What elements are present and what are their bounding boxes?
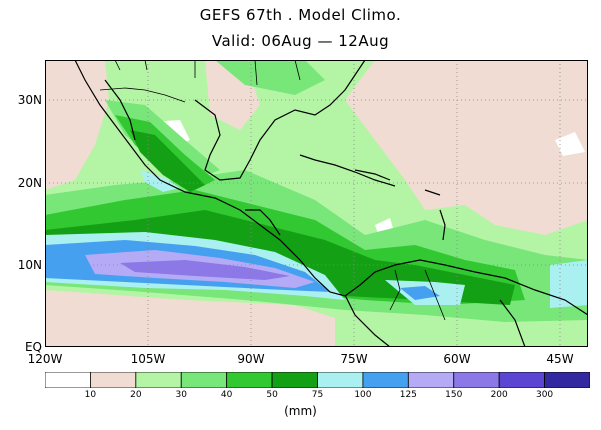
colorbar-swatch — [45, 372, 91, 388]
colorbar-tick-label: 200 — [490, 390, 508, 400]
lat-label-20n: 20N — [17, 176, 42, 190]
colorbar-swatch — [362, 372, 409, 388]
colorbar-units: (mm) — [284, 404, 317, 418]
map-frame — [45, 60, 588, 347]
colorbar-swatch — [407, 372, 455, 388]
lon-label-60w: 60W — [443, 352, 471, 366]
lon-label-90w: 90W — [237, 352, 265, 366]
lon-label-120w: 120W — [27, 352, 63, 366]
colorbar-tick-label: 125 — [399, 390, 417, 400]
gridlines — [45, 60, 588, 347]
colorbar-swatch — [226, 372, 273, 388]
colorbar-swatch — [317, 372, 364, 388]
country-borders — [99, 60, 446, 321]
colorbar-tick-label: 10 — [84, 390, 97, 400]
precip-band-150-200 — [120, 260, 290, 280]
colorbar-swatch — [453, 372, 500, 388]
lat-label-eq: EQ — [24, 340, 42, 354]
colorbar-swatch — [271, 372, 318, 388]
colorbar-swatch — [90, 372, 137, 388]
colorbar-swatch — [135, 372, 182, 388]
colorbar-tick-label: 150 — [445, 390, 463, 400]
colorbar-tick-label: 20 — [130, 390, 142, 400]
colorbar-swatch — [180, 372, 228, 388]
colorbar-swatch — [544, 372, 590, 388]
lon-label-45w: 45W — [546, 352, 574, 366]
colorbar-tick-label: 50 — [266, 390, 278, 400]
colorbar-tick-label: 30 — [175, 390, 187, 400]
lon-label-75w: 75W — [340, 352, 368, 366]
lat-label-30n: 30N — [17, 93, 42, 107]
lon-label-105w: 105W — [130, 352, 166, 366]
colorbar-tick-label: 40 — [220, 390, 233, 400]
coastlines — [74, 60, 588, 347]
lat-label-10n: 10N — [17, 258, 42, 272]
colorbar-tick-label: 300 — [535, 390, 554, 400]
precipitation-map — [45, 60, 588, 347]
colorbar — [45, 372, 590, 388]
colorbar-swatch — [498, 372, 545, 388]
map-valid-dates: Valid: 06Aug — 12Aug — [211, 32, 390, 50]
colorbar-tick-label: 100 — [354, 390, 372, 400]
colorbar-tick-label: 75 — [311, 390, 324, 400]
map-title: GEFS 67th . Model Climo. — [199, 6, 402, 24]
